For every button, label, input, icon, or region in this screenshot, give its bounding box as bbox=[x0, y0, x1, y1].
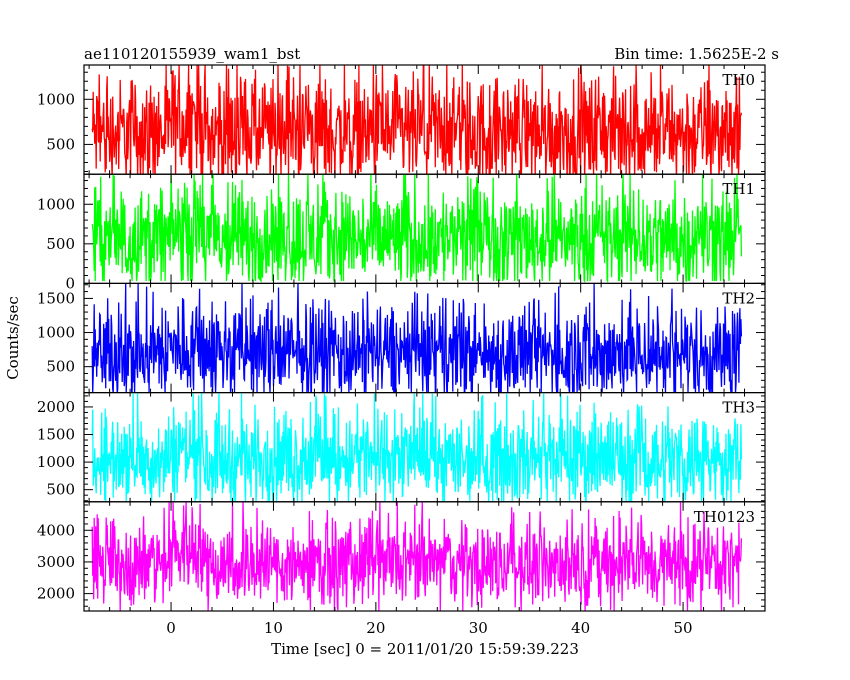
panel-label-th3: TH3 bbox=[722, 399, 755, 417]
series-line-th2 bbox=[91, 283, 743, 393]
panel-frame bbox=[83, 501, 766, 612]
y-tick-label: 1000 bbox=[37, 324, 75, 342]
series-line-th3 bbox=[91, 392, 743, 502]
y-tick-label: 500 bbox=[46, 481, 75, 499]
x-tick-label: 0 bbox=[166, 619, 176, 637]
y-tick-label: 1000 bbox=[37, 90, 75, 108]
y-tick-label: 1500 bbox=[37, 289, 75, 307]
series-line-th0123 bbox=[91, 501, 743, 611]
y-tick-label: 2000 bbox=[37, 398, 75, 416]
panel-label-th0123: TH0123 bbox=[694, 508, 755, 526]
y-tick-label: 500 bbox=[46, 235, 75, 253]
x-tick-label: 30 bbox=[469, 619, 488, 637]
y-tick-label: 500 bbox=[46, 135, 75, 153]
panel-label-th1: TH1 bbox=[722, 180, 755, 198]
panel-th0: 500 1000 TH0 bbox=[37, 64, 766, 175]
panel-th3: 500 1000 1500 2000 TH3 bbox=[37, 392, 766, 503]
y-tick-label: 500 bbox=[46, 358, 75, 376]
x-tick-label: 10 bbox=[264, 619, 283, 637]
x-tick-label: 40 bbox=[571, 619, 590, 637]
series-line-th1 bbox=[91, 174, 743, 284]
x-tick-label: 50 bbox=[674, 619, 693, 637]
y-tick-label: 3000 bbox=[37, 553, 75, 571]
y-tick-label: 1000 bbox=[37, 195, 75, 213]
y-tick-label: 2000 bbox=[37, 585, 75, 603]
y-tick-label: 4000 bbox=[37, 521, 75, 539]
series-line-th0 bbox=[91, 65, 743, 175]
panels-group: 500 1000 TH0 0 500 1000 TH1 500 1000 1500 TH2 500 10… bbox=[37, 64, 766, 612]
y-tick-label: 0 bbox=[65, 274, 75, 292]
panel-th0123: 2000 3000 4000 TH0123 bbox=[37, 501, 766, 612]
panel-label-th2: TH2 bbox=[722, 289, 755, 307]
chart-title: ae110120155939_wam1_bst bbox=[84, 45, 300, 63]
chart-subtitle: Bin time: 1.5625E-2 s bbox=[614, 45, 779, 63]
y-tick-label: 1500 bbox=[37, 426, 75, 444]
x-tick-label: 20 bbox=[366, 619, 385, 637]
panel-th1: 0 500 1000 TH1 bbox=[37, 173, 766, 292]
y-tick-label: 1000 bbox=[37, 453, 75, 471]
panel-th2: 500 1000 1500 TH2 bbox=[37, 282, 766, 394]
x-axis-label: Time [sec] 0 = 2011/01/20 15:59:39.223 bbox=[271, 640, 579, 658]
y-axis-label: Counts/sec bbox=[4, 296, 22, 380]
x-axis: 0 10 20 30 40 50 bbox=[166, 619, 692, 637]
panel-label-th0: TH0 bbox=[722, 71, 755, 89]
